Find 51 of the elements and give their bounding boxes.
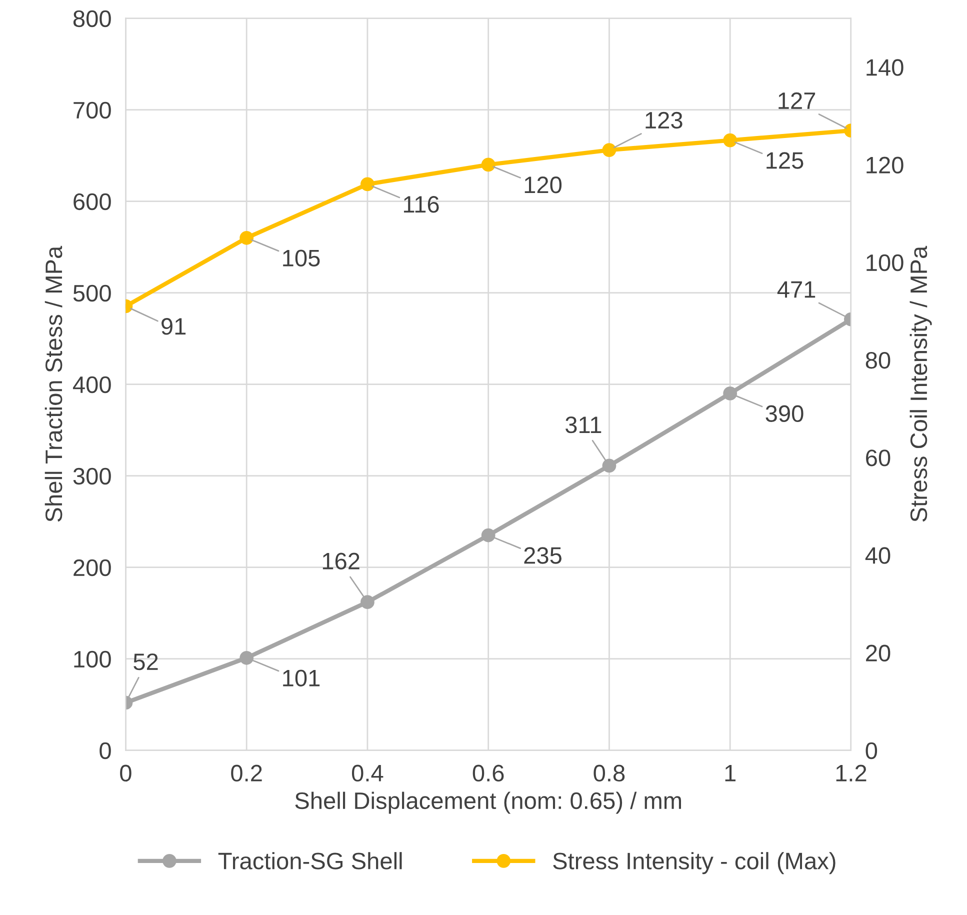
point [481, 528, 496, 542]
y-axis-title: Shell Traction Stess / MPa [44, 246, 62, 522]
data-label: 91 [162, 318, 186, 335]
data-label: 235 [524, 547, 562, 564]
y2-tick-label: 120 [866, 156, 904, 174]
point [240, 650, 254, 665]
x-tick-label: 0.2 [231, 764, 262, 782]
y-tick-label: 200 [74, 559, 111, 576]
x-tick-label: 0.4 [352, 764, 384, 782]
x-tick-label: 0 [120, 764, 132, 782]
data-label: 101 [283, 670, 320, 686]
y2-tick-label: 140 [866, 59, 904, 76]
y2-tick-label: 40 [865, 547, 890, 564]
x-tick-label: 1 [725, 765, 736, 782]
point [240, 230, 254, 245]
y-tick-label: 100 [74, 650, 111, 668]
point [360, 595, 374, 610]
data-label: 162 [322, 552, 360, 570]
point [602, 143, 616, 158]
legend-label: Traction-SG Shell [218, 852, 402, 870]
data-label: 390 [766, 405, 804, 422]
x-tick-label: 1.2 [836, 764, 866, 782]
y-tick-label: 600 [74, 193, 111, 210]
y2-axis-title: Stress Coil Intensity / MPa [910, 246, 932, 522]
y2-tick-label: 80 [866, 352, 890, 369]
y2-tick-label: 60 [866, 450, 890, 466]
data-label: 52 [134, 653, 158, 670]
data-label: 105 [283, 250, 320, 266]
x-tick-label: 0.6 [472, 764, 504, 782]
y2-tick-label: 0 [866, 742, 878, 760]
x-axis-title: Shell Displacement (nom: 0.65) / mm [295, 792, 681, 814]
x-tick-label: 0.8 [594, 764, 625, 782]
y-tick-label: 700 [74, 102, 111, 119]
y2-tick-label: 100 [866, 254, 904, 272]
data-label: 116 [404, 196, 439, 213]
data-label: 311 [566, 416, 602, 434]
data-label: 127 [778, 92, 816, 109]
data-label: 471 [777, 281, 816, 298]
y-tick-label: 300 [73, 468, 111, 485]
y-tick-label: 0 [100, 742, 111, 760]
data-label: 125 [766, 152, 804, 169]
y-tick-label: 400 [72, 376, 111, 394]
data-label: 120 [524, 176, 562, 194]
legend-label: Stress Intensity - coil (Max) [553, 852, 836, 874]
data-label: 123 [646, 112, 682, 129]
y2-tick-label: 20 [866, 644, 890, 662]
y-tick-label: 500 [73, 284, 111, 302]
point [481, 158, 496, 172]
point [602, 458, 616, 473]
y-tick-label: 800 [73, 10, 111, 28]
point [360, 177, 374, 192]
